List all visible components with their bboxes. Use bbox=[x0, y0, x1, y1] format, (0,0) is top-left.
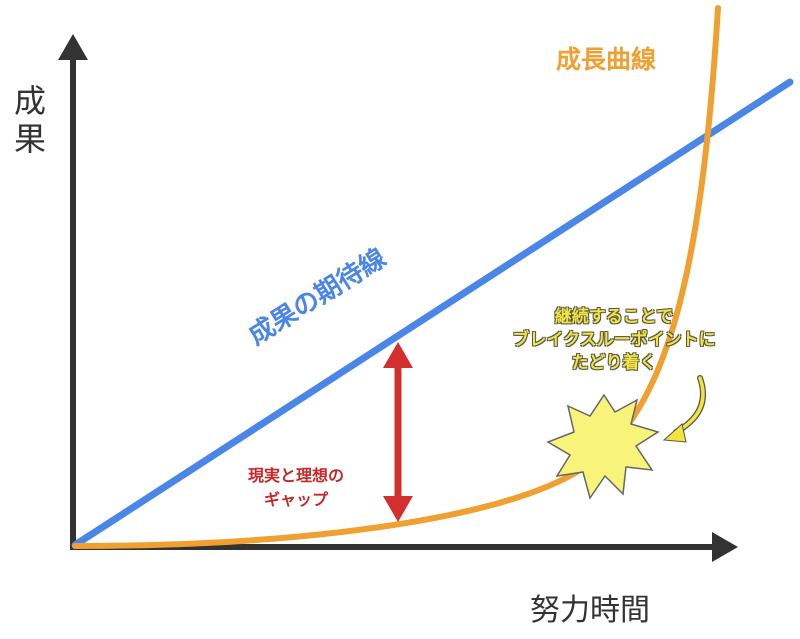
x-axis-arrowhead bbox=[712, 532, 738, 562]
y-axis-label-char-2: 果 bbox=[13, 120, 46, 158]
gap-double-arrow bbox=[383, 342, 413, 522]
note-arrowhead bbox=[662, 423, 687, 443]
y-axis-label-char-1: 成 bbox=[13, 82, 46, 120]
x-axis-label: 努力時間 bbox=[530, 593, 650, 628]
y-axis-arrowhead bbox=[58, 34, 88, 60]
breakthrough-note: 継続することで ブレイクスルーポイントに たどり着く bbox=[474, 306, 754, 375]
breakthrough-note-line-1: 継続することで bbox=[554, 307, 674, 327]
growth-curve-label: 成長曲線 bbox=[556, 45, 657, 74]
breakthrough-burst-icon bbox=[546, 393, 660, 500]
breakthrough-note-line-2: ブレイクスルーポイントに bbox=[512, 330, 716, 350]
breakthrough-note-line-3: たどり着く bbox=[571, 353, 657, 373]
gap-label-line-2: ギャップ bbox=[263, 490, 328, 509]
gap-label: 現実と理想の ギャップ bbox=[236, 464, 356, 512]
y-axis-label: 成 果 bbox=[10, 82, 50, 158]
expectation-line bbox=[71, 78, 794, 549]
gap-label-line-1: 現実と理想の bbox=[247, 466, 344, 485]
